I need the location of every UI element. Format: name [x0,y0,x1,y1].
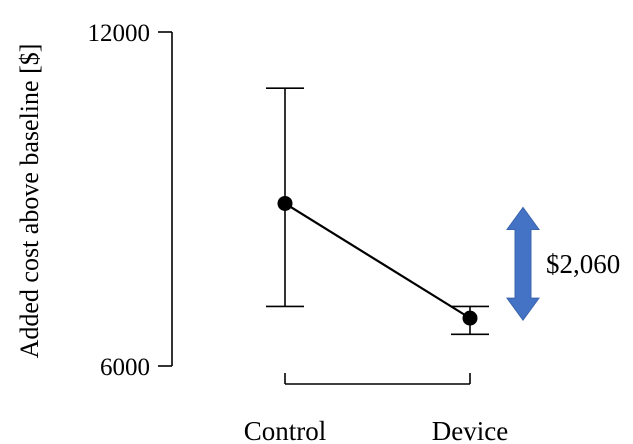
difference-label: $2,060 [546,249,620,279]
data-point [277,195,293,211]
series-line [284,202,471,320]
y-tick-group: 6000 12000 [88,20,172,381]
y-axis-title: Added cost above baseline [$] [15,44,44,359]
data-series [266,87,489,336]
x-axis-bracket [284,373,471,385]
difference-annotation: $2,060 [506,206,620,321]
x-tick-label: Device [432,416,508,444]
x-tick-label: Control [244,416,327,444]
data-point [462,310,478,326]
x-tick-label-group: Control Device [244,416,508,444]
y-tick-label: 6000 [100,354,150,381]
y-tick-label: 12000 [88,20,151,47]
difference-arrow-icon [506,206,540,321]
